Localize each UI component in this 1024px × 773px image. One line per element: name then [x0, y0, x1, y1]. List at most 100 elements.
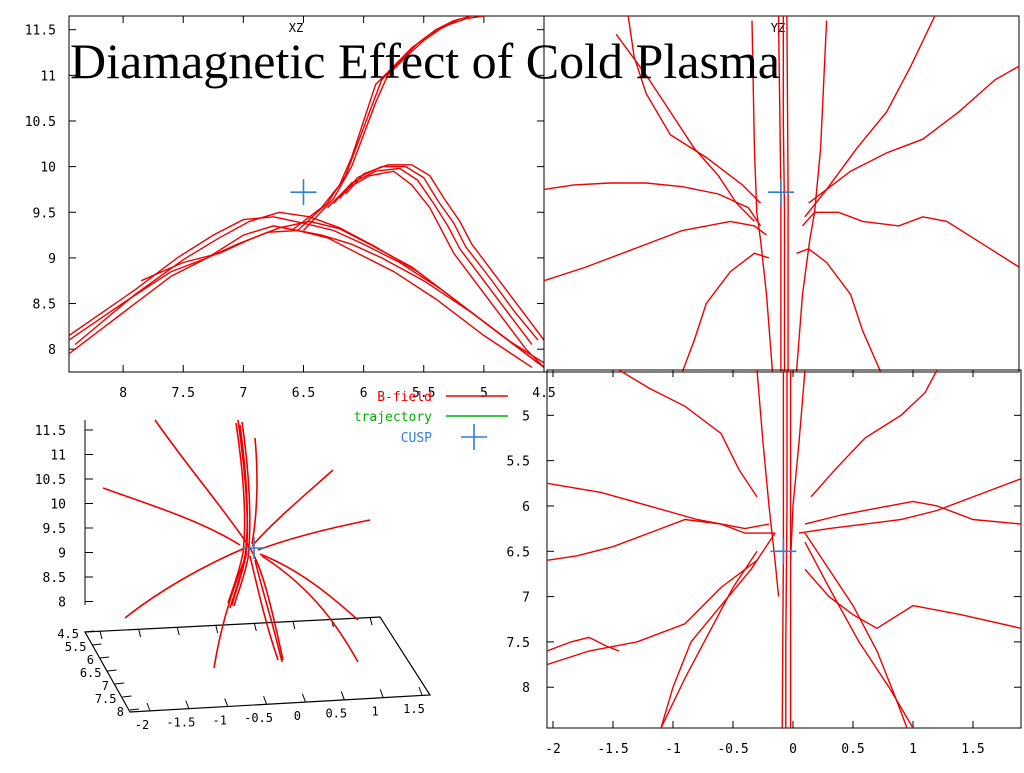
xz-field-line-7 — [297, 16, 472, 232]
yz-field-line-12 — [808, 65, 1019, 204]
xy-field-line-17 — [660, 532, 776, 728]
xy-ytick-label-0: 5 — [522, 409, 530, 424]
xz-ytick-label-1: 8.5 — [33, 298, 56, 313]
yz-field-line-7 — [801, 211, 1019, 268]
3d-field-line-5 — [154, 419, 284, 661]
3d-xtick-mark-3 — [263, 695, 268, 705]
xz-xtick-label-3: 6.5 — [292, 386, 315, 401]
xy-ytick-label-1: 5.5 — [507, 455, 530, 470]
3d-field-lines — [102, 419, 371, 669]
yz-cusp-marker — [767, 179, 794, 206]
3d-back-tick-7 — [369, 616, 373, 626]
3d-back-tick-1 — [138, 628, 142, 638]
3d-xtick-mark-4 — [301, 693, 306, 703]
3d-ytick-label-1: 5.5 — [65, 640, 87, 654]
3d-ztick-label-1: 11 — [50, 449, 66, 464]
3d-field-line-14 — [254, 559, 283, 663]
3d-field-line-15 — [249, 555, 279, 661]
xy-field-line-13 — [660, 550, 758, 728]
xz-field-line-9 — [327, 170, 544, 368]
3d-field-line-13 — [251, 437, 258, 545]
xy-field-line-1 — [785, 370, 788, 728]
xy-field-line-11 — [547, 636, 620, 652]
3d-ytick-label-0: 4.5 — [57, 627, 79, 641]
3d-back-tick-5 — [292, 620, 296, 630]
3d-ztick-label-0: 11.5 — [35, 424, 66, 439]
3d-xtick-mark-5 — [340, 691, 345, 700]
3d-ztick-label-5: 9 — [58, 547, 66, 562]
xz-ytick-label-5: 10.5 — [25, 115, 56, 130]
xz-y-axis: 8 8.5 9 9.5 10 10.5 11 11.5 — [25, 24, 544, 358]
xy-field-line-16 — [810, 370, 938, 498]
xz-ytick-label-4: 10 — [40, 161, 56, 176]
xy-x-axis: -2 -1.5 -1 -0.5 0 0.5 1 1.5 — [545, 370, 985, 757]
3d-ytick-mark-6 — [129, 708, 140, 711]
3d-back-tick-3 — [215, 624, 219, 634]
xz-field-line-10 — [333, 167, 533, 346]
xy-field-line-10 — [547, 559, 758, 666]
xz-panel-title: XZ — [289, 21, 303, 35]
xy-field-line-18 — [804, 532, 908, 728]
3d-ytick-mark-1 — [92, 643, 102, 646]
xy-field-line-6 — [547, 482, 770, 530]
xy-xtick-label-1: -1.5 — [597, 742, 628, 757]
xz-field-line-4 — [69, 229, 533, 368]
yz-field-line-10 — [796, 248, 882, 372]
xz-ytick-label-0: 8 — [48, 343, 56, 358]
xz-xtick-label-1: 7.5 — [171, 386, 194, 401]
xy-ytick-label-2: 6 — [522, 500, 530, 515]
3d-field-line-10 — [257, 519, 371, 551]
3d-field-line-6 — [102, 487, 241, 546]
3d-back-tick-0 — [99, 630, 103, 640]
yz-field-line-14 — [804, 16, 936, 218]
3d-xtick-label-1: -1.5 — [166, 716, 195, 730]
xy-field-line-5 — [789, 370, 806, 561]
3d-xtick-mark-1 — [185, 700, 190, 709]
xy-y-axis: 5 5.5 6 6.5 7 7.5 8 — [507, 409, 1021, 696]
xz-ytick-label-6: 11 — [40, 69, 56, 84]
legend-label-b-field: B-field — [377, 390, 432, 405]
xz-cusp-marker — [290, 179, 317, 206]
yz-field-line-1 — [782, 16, 786, 372]
3d-xtick-label-4: 0 — [294, 709, 301, 723]
legend-label-trajectory: trajectory — [354, 410, 432, 425]
3d-xtick-mark-7 — [418, 686, 423, 696]
yz-field-line-13 — [615, 33, 755, 222]
3d-xtick-mark-0 — [146, 702, 151, 712]
3d-xtick-label-7: 1.5 — [403, 702, 425, 716]
3d-field-line-8 — [213, 555, 247, 669]
3d-ztick-label-2: 10.5 — [35, 473, 66, 488]
xz-frame — [68, 15, 545, 373]
xy-xtick-label-4: 0 — [789, 742, 797, 757]
3d-ytick-mark-5 — [122, 695, 132, 698]
3d-ztick-label-6: 8.5 — [43, 571, 66, 586]
yz-field-line-2 — [786, 16, 789, 372]
yz-field-line-11 — [627, 16, 761, 204]
3d-ytick-mark-2 — [99, 656, 110, 659]
3d-ytick-label-5: 7.5 — [95, 692, 117, 706]
3d-ytick-mark-0 — [84, 630, 95, 633]
legend-label-cusp: CUSP — [401, 431, 432, 446]
xy-xtick-label-6: 1 — [909, 742, 917, 757]
xz-xtick-label-7: 4.5 — [532, 386, 555, 401]
xz-xtick-label-5: 5.5 — [412, 386, 435, 401]
yz-panel: YZ — [543, 15, 1020, 373]
xy-ytick-label-3: 6.5 — [507, 545, 530, 560]
3d-xtick-mark-6 — [379, 689, 384, 698]
3d-back-tick-4 — [253, 622, 257, 632]
3d-xtick-label-2: -1 — [212, 713, 226, 727]
3d-xtick-label-3: -0.5 — [244, 711, 273, 725]
xz-ytick-label-2: 9 — [48, 252, 56, 267]
xz-field-line-1 — [69, 225, 544, 368]
xy-field-line-4 — [756, 370, 780, 597]
3d-field-line-9 — [251, 469, 334, 547]
3d-ytick-mark-4 — [114, 682, 125, 685]
yz-field-line-6 — [544, 182, 762, 227]
xz-field-line-12 — [345, 164, 544, 341]
3d-xtick-label-6: 1 — [372, 704, 379, 718]
3d-xtick-mark-2 — [224, 698, 229, 707]
